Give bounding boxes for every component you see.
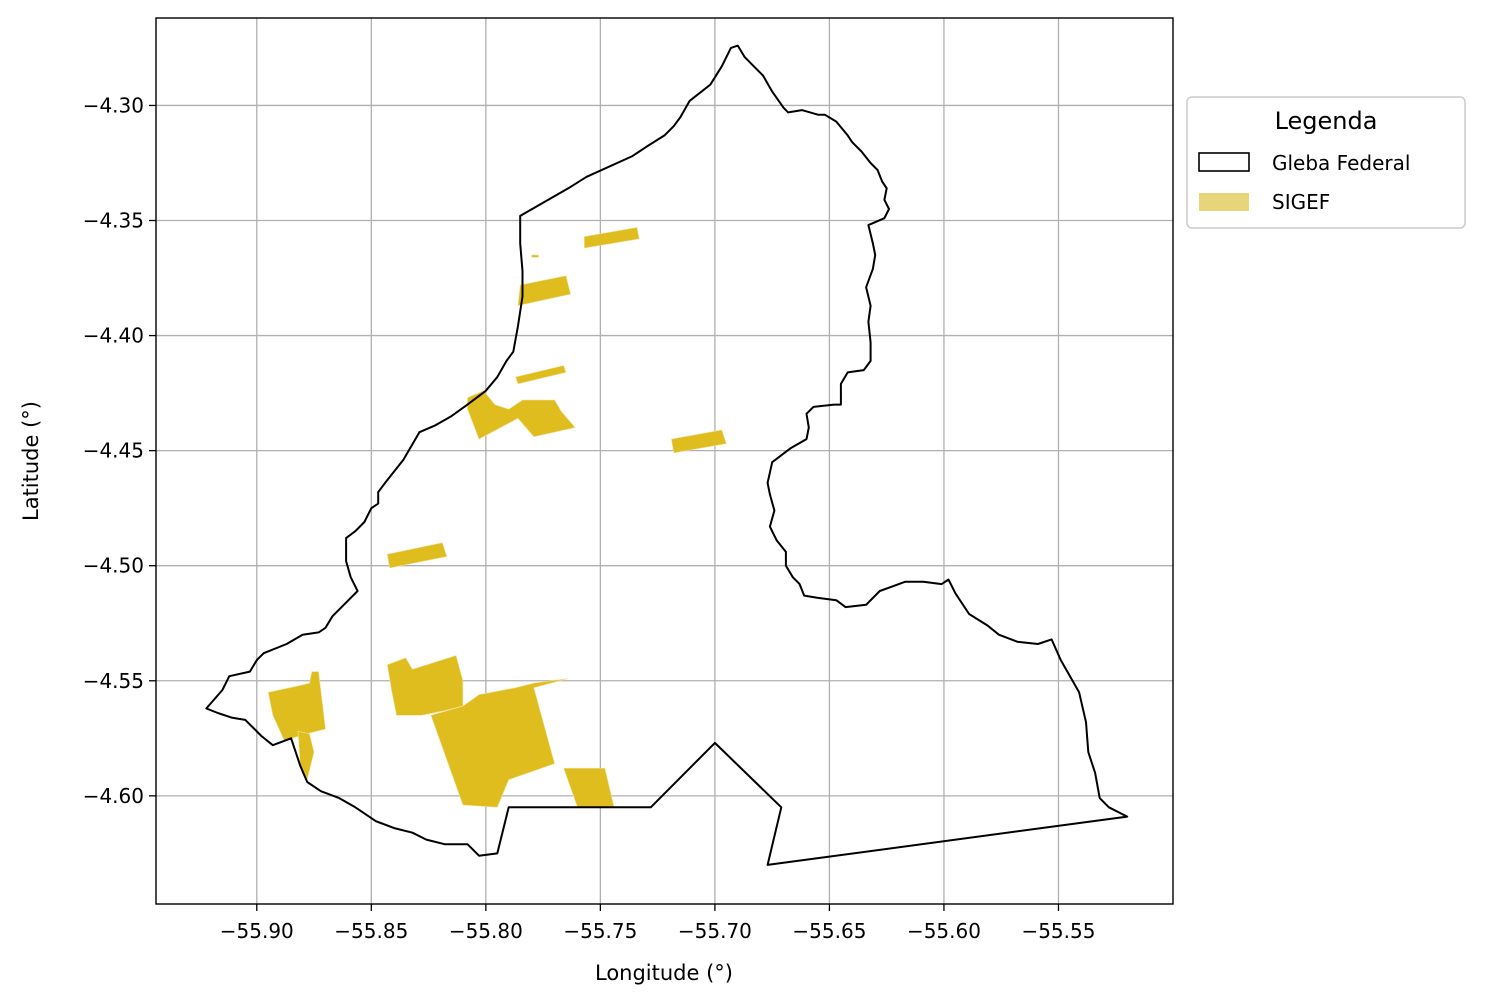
y-axis-label: Latitude (°) xyxy=(19,401,43,521)
gleba-federal-layer xyxy=(205,44,1129,866)
y-tick-label: −4.55 xyxy=(83,669,144,693)
x-tick-label: −55.85 xyxy=(334,919,408,943)
legend-box xyxy=(1186,96,1466,229)
legend-title: Legenda xyxy=(1275,107,1378,135)
sigef-parcel[interactable] xyxy=(583,227,640,249)
gleba-federal-boundary[interactable] xyxy=(205,44,1129,866)
legend-label-sigef: SIGEF xyxy=(1272,190,1330,214)
x-tick-label: −55.70 xyxy=(678,919,752,943)
plot-frame xyxy=(155,17,1174,905)
y-tick-label: −4.35 xyxy=(83,209,144,233)
x-tick-label: −55.60 xyxy=(907,919,981,943)
sigef-parcel[interactable] xyxy=(267,671,326,741)
axis-ticks: −55.90 −55.85 −55.80 −55.75 −55.70 −55.65 −55.… xyxy=(83,93,1096,943)
x-axis-label: Longitude (°) xyxy=(595,961,733,985)
sigef-parcel[interactable] xyxy=(467,390,576,440)
y-tick-label: −4.40 xyxy=(83,324,144,348)
sigef-parcel[interactable] xyxy=(386,542,448,569)
y-tick-label: −4.50 xyxy=(83,554,144,578)
y-tick-label: −4.30 xyxy=(83,93,144,117)
sigef-parcel[interactable] xyxy=(515,365,567,385)
x-tick-label: −55.75 xyxy=(563,919,637,943)
sigef-parcel[interactable] xyxy=(517,275,571,307)
legend[interactable]: Legenda Gleba Federal SIGEF xyxy=(1186,96,1466,229)
legend-label-gleba-federal: Gleba Federal xyxy=(1272,151,1410,175)
sigef-parcel[interactable] xyxy=(531,254,539,258)
y-tick-label: −4.45 xyxy=(83,439,144,463)
x-tick-label: −55.65 xyxy=(792,919,866,943)
sigef-parcel[interactable] xyxy=(430,678,569,808)
x-tick-label: −55.55 xyxy=(1021,919,1095,943)
sigef-parcel[interactable] xyxy=(671,429,727,454)
x-tick-label: −55.90 xyxy=(220,919,294,943)
legend-swatch-gleba-federal xyxy=(1198,152,1250,172)
y-tick-label: −4.60 xyxy=(83,784,144,808)
x-tick-label: −55.80 xyxy=(449,919,523,943)
legend-swatch-sigef xyxy=(1199,193,1249,211)
gridlines xyxy=(156,18,1173,904)
sigef-layer xyxy=(267,227,727,808)
